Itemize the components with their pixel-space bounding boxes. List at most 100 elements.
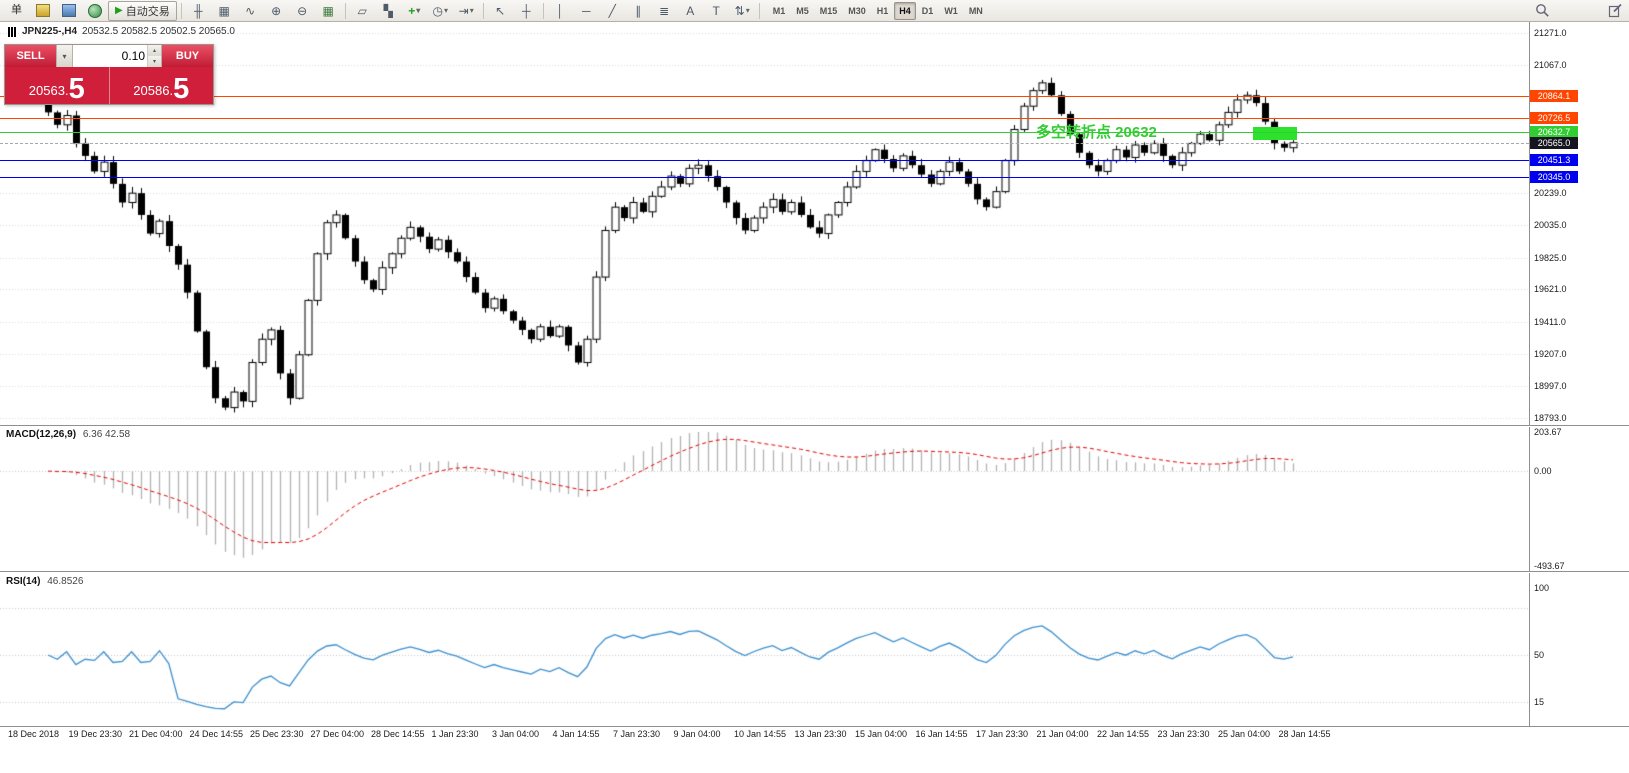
arrange-windows-button[interactable]: ▚ (383, 3, 393, 18)
zoom-in-button[interactable]: ⊕ (271, 3, 282, 18)
navigator-button[interactable] (82, 0, 107, 21)
lot-decrease-button[interactable]: ▾ (148, 56, 161, 67)
time-axis-label: 10 Jan 14:55 (734, 729, 787, 739)
sell-price-big-digit: 5 (68, 73, 85, 106)
current-price-line (0, 143, 1529, 144)
chart-shift-icon: ⇥ (458, 3, 469, 18)
time-axis-label: 17 Jan 23:30 (976, 729, 1029, 739)
text-label-button[interactable]: T (712, 3, 720, 18)
buy-price-big-digit: 5 (173, 73, 190, 106)
market-watch-icon (35, 4, 50, 17)
crosshair-button[interactable]: ┼ (521, 3, 531, 18)
panel-splitter[interactable] (0, 425, 1629, 426)
horizontal-level-line[interactable] (0, 177, 1529, 178)
price-axis-label: 18793.0 (1534, 413, 1567, 423)
horizontal-line-button[interactable]: ─ (581, 3, 591, 18)
sell-price-display[interactable]: 20563. 5 (5, 67, 109, 104)
price-axis-label: 20035.0 (1534, 220, 1567, 231)
market-watch-button[interactable] (30, 0, 55, 21)
new-order-button[interactable]: 单 (11, 4, 22, 16)
macd-name: MACD(12,26,9) (6, 429, 77, 440)
fibonacci-button[interactable]: ≣ (659, 3, 670, 18)
price-level-tag: 20632.7 (1530, 126, 1578, 138)
chevron-down-icon: ▾ (443, 5, 448, 15)
lot-size-input[interactable] (73, 45, 147, 67)
rsi-axis-label: 50 (1534, 650, 1545, 660)
lot-increase-button[interactable]: ▴ (148, 45, 161, 56)
price-axis-label: 19825.0 (1534, 252, 1567, 263)
vertical-line-button[interactable]: │ (556, 3, 564, 18)
macd-axis-label: 203.67 (1534, 427, 1562, 437)
autotrading-button[interactable]: ▶ 自动交易 (108, 0, 177, 21)
buy-price-main: 20586. (133, 83, 174, 98)
time-axis-label: 3 Jan 04:00 (492, 729, 540, 739)
text-button[interactable]: A (686, 3, 695, 18)
sell-button[interactable]: SELL (5, 45, 56, 67)
price-axis-label: 19411.0 (1534, 316, 1566, 327)
price-level-tag: 20451.3 (1530, 154, 1578, 166)
toolbar-separator (758, 2, 760, 19)
macd-axis-label: -493.67 (1534, 561, 1565, 571)
chevron-down-icon: ▾ (745, 5, 750, 15)
chevron-down-icon: ▾ (416, 5, 421, 15)
edit-icon[interactable] (1608, 3, 1623, 18)
candlestick-chart-button[interactable]: ▦ (218, 3, 230, 18)
periods-button[interactable]: ◷ ▾ (428, 0, 453, 21)
search-icon[interactable] (1535, 3, 1550, 18)
time-axis-label: 21 Jan 04:00 (1036, 729, 1089, 739)
timeframe-h4[interactable]: H4 (894, 1, 916, 20)
navigator-icon (87, 3, 102, 18)
timeframe-mn[interactable]: MN (968, 5, 983, 16)
templates-button[interactable]: ⇥ ▾ (454, 0, 479, 21)
timeframe-w1[interactable]: W1 (944, 5, 958, 16)
timeframe-h1[interactable]: H1 (876, 5, 889, 16)
cascade-windows-button[interactable]: ▱ (357, 3, 367, 18)
buy-button[interactable]: BUY (162, 45, 213, 67)
time-axis[interactable] (0, 726, 1629, 773)
panel-splitter[interactable] (0, 571, 1629, 572)
trendline-button[interactable]: ╱ (608, 3, 616, 18)
time-axis-label: 28 Jan 14:55 (1278, 729, 1331, 739)
horizontal-level-line[interactable] (0, 96, 1529, 97)
order-options-dropdown[interactable]: ▾ (56, 45, 73, 67)
rsi-indicator-label: RSI(14) 46.8526 (6, 576, 83, 587)
candlestick-icon (8, 26, 17, 37)
channel-button[interactable]: ∥ (635, 3, 642, 18)
price-level-tag: 20345.0 (1530, 171, 1578, 183)
timeframe-m15[interactable]: M15 (819, 5, 838, 16)
new-chart-button[interactable]: + ▾ (402, 0, 427, 21)
trend-annotation-text[interactable]: 多空转折点 20632 (1036, 124, 1157, 141)
price-axis-label: 19207.0 (1534, 348, 1567, 359)
buy-price-display[interactable]: 20586. 5 (108, 67, 214, 106)
price-axis-label: 21067.0 (1534, 59, 1567, 70)
horizontal-level-line[interactable] (0, 160, 1529, 161)
timeframe-d1[interactable]: D1 (921, 5, 934, 16)
bar-chart-button[interactable]: ╫ (193, 3, 203, 18)
arrows-button[interactable]: ⇅ ▾ (730, 0, 755, 21)
data-window-button[interactable] (56, 0, 81, 21)
toolbar-separator (542, 2, 544, 19)
price-axis-label: 19621.0 (1534, 284, 1567, 295)
time-axis-label: 9 Jan 04:00 (673, 729, 721, 739)
data-window-icon (61, 4, 76, 17)
horizontal-level-line[interactable] (0, 132, 1529, 133)
zoom-out-button[interactable]: ⊖ (297, 3, 308, 18)
horizontal-level-line[interactable] (0, 118, 1529, 119)
tile-windows-button[interactable]: ▦ (322, 3, 334, 18)
play-icon: ▶ (115, 5, 123, 16)
timeframe-m30[interactable]: M30 (848, 5, 866, 16)
time-axis-label: 7 Jan 23:30 (613, 729, 661, 739)
time-axis-label: 25 Jan 04:00 (1218, 729, 1271, 739)
chart-caption: JPN225-,H4 20532.5 20582.5 20502.5 20565… (8, 26, 235, 37)
highlight-rectangle[interactable] (1253, 127, 1297, 140)
time-axis-label: 23 Jan 23:30 (1157, 729, 1210, 739)
cursor-button[interactable]: ↖ (495, 3, 506, 18)
timeframe-m1[interactable]: M1 (772, 5, 786, 16)
time-axis-label: 1 Jan 23:30 (431, 729, 479, 739)
macd-values: 6.36 42.58 (82, 429, 131, 440)
rsi-axis-label: 15 (1534, 696, 1545, 707)
line-chart-button[interactable]: ∿ (245, 3, 256, 18)
timeframe-m5[interactable]: M5 (796, 5, 809, 16)
arrows-icon: ⇅ (734, 3, 745, 18)
